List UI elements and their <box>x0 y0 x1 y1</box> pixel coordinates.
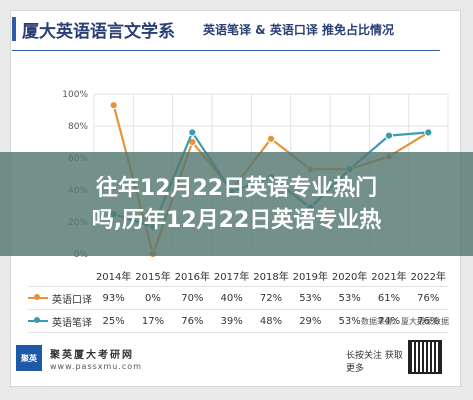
table-cell: 72% <box>259 292 283 304</box>
year-header: 2017年 <box>213 271 250 283</box>
header-divider <box>12 50 440 51</box>
legend-interpreting: 英语口译 <box>28 291 94 306</box>
data-source-note: 数据来源：厦大报录数据 <box>361 317 449 326</box>
qr-caption: 长按关注 获取更多 <box>346 351 403 374</box>
table-cell: 70% <box>181 292 204 304</box>
table-cell: 48% <box>259 315 283 327</box>
year-header: 2020年 <box>331 271 368 283</box>
data-point <box>188 128 197 137</box>
overlay-title-line-2: 吗,历年12月22日英语专业热 <box>91 208 382 233</box>
table-row-interpreting: 英语口译 93% 0% 70% 40% 72% 53% 53% 61% 76% <box>28 287 448 310</box>
legend-translation: 英语笔译 <box>28 314 94 329</box>
table-cell: 61% <box>377 292 401 304</box>
table-cell: 53% <box>338 315 361 327</box>
overlay-title-line-1: 往年12月22日英语专业热门 <box>95 176 378 201</box>
brand-name: 聚英厦大考研网 <box>50 350 134 361</box>
brand-logo: 聚英 <box>16 345 42 371</box>
table-cell: 53% <box>338 292 361 304</box>
qr-code-icon[interactable] <box>408 340 442 374</box>
table-cell: 76% <box>417 315 440 327</box>
table-cell: 29% <box>299 315 322 327</box>
header: 厦大英语语言文学系 英语笔译 & 英语口译 推免占比情况 <box>12 14 442 44</box>
data-point <box>424 128 433 137</box>
table-cell: 76% <box>181 315 204 327</box>
year-header: 2015年 <box>135 271 171 283</box>
data-point <box>384 131 394 140</box>
table-cell: 0% <box>145 292 161 304</box>
table-cell: 40% <box>220 292 243 304</box>
data-point <box>266 134 276 143</box>
footer: 聚英 聚英厦大考研网 www.passxmu.com 长按关注 获取更多 <box>12 340 442 384</box>
table-cell: 74% <box>377 315 401 327</box>
year-header: 2018年 <box>253 271 289 283</box>
legend-label: 英语笔译 <box>52 317 92 329</box>
year-header: 2019年 <box>292 271 329 283</box>
legend-line-orange <box>28 294 48 300</box>
year-header: 2016年 <box>174 271 211 283</box>
y-tick-label: 80% <box>68 122 88 132</box>
table-cell: 76% <box>417 292 440 304</box>
legend-line-teal <box>28 317 48 323</box>
title-overlay-banner: 往年12月22日英语专业热门 吗,历年12月22日英语专业热 <box>0 152 473 256</box>
year-header: 2014年 <box>95 271 132 283</box>
table-cell: 39% <box>220 315 243 327</box>
table-cell: 53% <box>299 292 322 304</box>
year-header: 2022年 <box>410 271 447 283</box>
data-table: 2014年 2015年 2016年 2017年 2018年 2019年 2020… <box>28 264 448 333</box>
legend-label: 英语口译 <box>52 294 92 306</box>
university-title: 厦大英语语言文学系 <box>22 21 175 42</box>
y-tick-label: 100% <box>62 90 88 100</box>
title-accent-bar <box>12 17 16 41</box>
table-row-translation: 英语笔译 25% 17% 76% 39% 48% 29% 53% 74% 76% <box>28 310 448 333</box>
brand-website[interactable]: www.passxmu.com <box>50 362 142 371</box>
table-header-row: 2014年 2015年 2016年 2017年 2018年 2019年 2020… <box>28 264 448 287</box>
table-cell: 25% <box>102 315 125 327</box>
data-point <box>109 101 118 110</box>
table-cell: 93% <box>102 292 125 304</box>
chart-subtitle: 英语笔译 & 英语口译 推免占比情况 <box>203 22 394 37</box>
year-header: 2021年 <box>371 271 407 283</box>
table-cell: 17% <box>141 315 165 327</box>
